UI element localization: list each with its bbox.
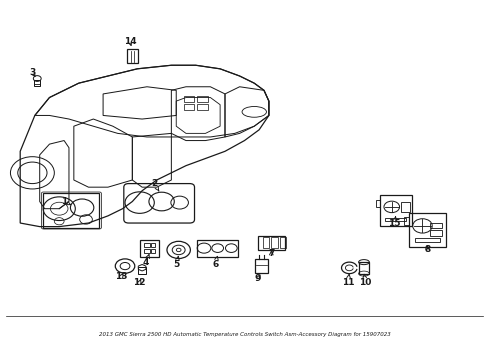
Bar (429, 223, 441, 228)
Bar (197, 96, 207, 102)
Text: 3: 3 (29, 68, 36, 77)
Bar (151, 243, 155, 247)
Bar (151, 249, 155, 253)
Text: 11: 11 (341, 274, 353, 287)
Bar (197, 104, 207, 110)
Bar (385, 218, 405, 221)
Bar (375, 201, 379, 207)
Bar (404, 217, 408, 225)
Text: 8: 8 (424, 246, 429, 255)
Bar (197, 239, 238, 257)
Text: 9: 9 (254, 274, 261, 283)
Bar (144, 243, 150, 247)
Text: 12: 12 (133, 278, 145, 287)
Text: 14: 14 (123, 37, 136, 46)
Text: 5: 5 (173, 256, 179, 269)
Text: 13: 13 (115, 272, 127, 281)
Text: 6: 6 (212, 256, 218, 269)
Bar (254, 259, 268, 273)
Bar (144, 249, 150, 253)
Bar (127, 49, 138, 63)
Bar (358, 262, 368, 274)
Text: 15: 15 (387, 216, 400, 228)
Bar (140, 239, 158, 257)
Text: 7: 7 (267, 249, 274, 258)
Bar (138, 267, 146, 274)
Bar (183, 96, 194, 102)
Bar (183, 104, 194, 110)
Bar (429, 230, 441, 235)
Bar (271, 237, 277, 248)
Bar (262, 237, 268, 248)
Bar (280, 237, 286, 248)
Bar (43, 193, 99, 228)
Bar (414, 238, 439, 242)
Bar (379, 195, 411, 226)
Bar (400, 202, 409, 212)
Bar (34, 80, 40, 86)
Text: 2013 GMC Sierra 2500 HD Automatic Temperature Controls Switch Asm-Accessory Diag: 2013 GMC Sierra 2500 HD Automatic Temper… (99, 332, 389, 337)
Text: 10: 10 (359, 274, 371, 287)
Bar (257, 236, 284, 249)
Text: 4: 4 (142, 255, 149, 267)
Text: 1: 1 (61, 197, 70, 206)
Text: 2: 2 (151, 179, 159, 191)
Bar (408, 213, 445, 247)
